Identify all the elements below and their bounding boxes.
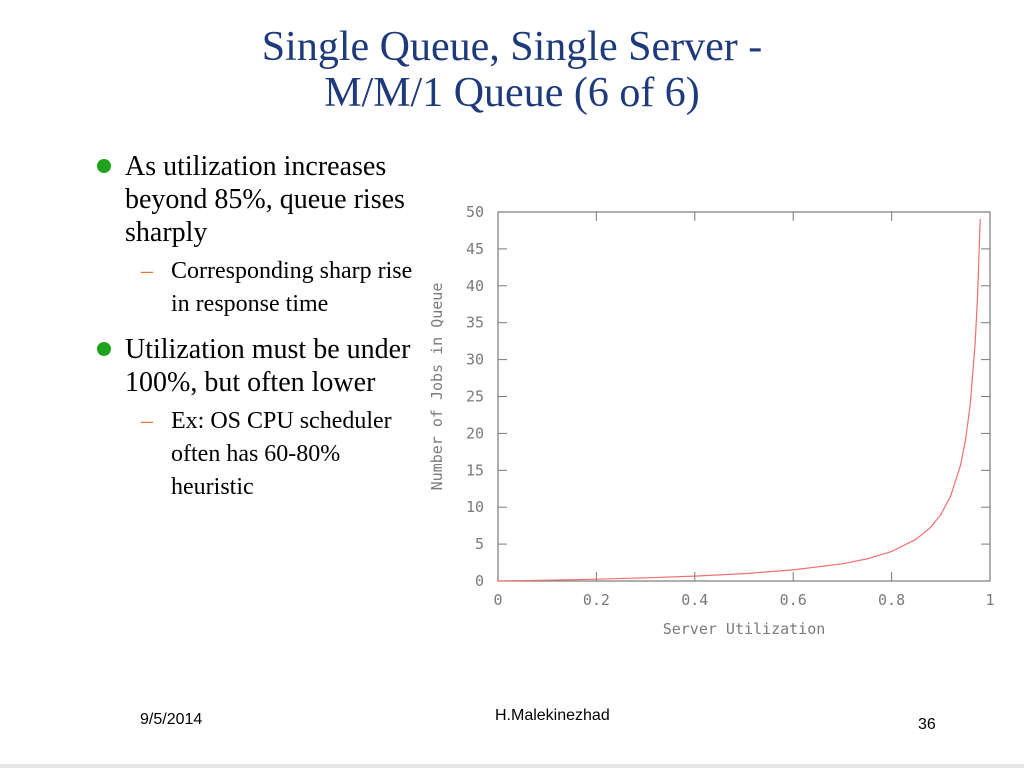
sub-bullet-dash-icon: – [141, 408, 153, 434]
data-point [974, 341, 976, 343]
data-point [969, 403, 971, 405]
data-point [694, 575, 696, 577]
bullet-item: Utilization must be under 100%, but ofte… [92, 333, 422, 399]
bullet-text: As utilization increases beyond 85%, que… [125, 151, 405, 248]
title-line-1: Single Queue, Single Server - [261, 24, 763, 70]
sub-bullet-text: Ex: OS CPU scheduler often has 60-80% he… [171, 408, 392, 500]
sub-bullet-item: – Corresponding sharp rise in response t… [92, 255, 422, 321]
y-axis-label: Number of Jobs in Queue [428, 283, 446, 491]
y-tick-label: 40 [466, 277, 484, 295]
data-point [940, 514, 942, 516]
data-point [546, 579, 548, 581]
data-point [959, 464, 962, 466]
data-point [977, 292, 979, 294]
sub-bullet-text: Corresponding sharp rise in response tim… [171, 258, 413, 317]
data-point [866, 558, 868, 560]
utilization-chart: 0 5 10 15 20 25 30 35 40 45 50 0 0.2 0.4 0.6 0.8 1 Server… [428, 203, 995, 638]
y-tick-label: 50 [466, 203, 484, 221]
footer-author: H.Malekinezhad [495, 707, 610, 724]
x-tick-label: 0 [493, 591, 502, 609]
data-point [915, 538, 917, 540]
data-point [595, 578, 597, 580]
y-tick-label: 30 [466, 351, 484, 369]
slide-number: 36 [918, 716, 936, 733]
y-tick-label: 35 [466, 314, 484, 332]
data-point [950, 495, 952, 497]
data-point [930, 526, 932, 528]
y-tick-label: 20 [466, 424, 484, 442]
data-point [979, 218, 981, 220]
data-point [964, 440, 967, 442]
footer-date: 9/5/2014 [140, 711, 203, 728]
bottom-divider [0, 764, 1024, 768]
bullet-dot-icon [97, 342, 111, 356]
y-tick-label: 45 [466, 240, 484, 258]
bullet-list: As utilization increases beyond 85%, que… [92, 150, 422, 516]
x-tick-label: 0.2 [583, 591, 610, 609]
y-tick-label: 5 [475, 535, 484, 553]
series-line-0 [497, 219, 981, 582]
y-tick-label: 10 [466, 498, 484, 516]
sub-bullet-item: – Ex: OS CPU scheduler often has 60-80% … [92, 405, 422, 504]
bullet-item: As utilization increases beyond 85%, que… [92, 150, 422, 249]
x-tick-label: 0.6 [780, 591, 807, 609]
data-point [841, 563, 843, 565]
x-tick-label: 1 [985, 591, 994, 609]
plot-frame [497, 211, 991, 582]
data-point [743, 573, 745, 575]
sub-bullet-dash-icon: – [141, 258, 153, 284]
data-point [891, 550, 893, 553]
bullet-dot-icon [97, 159, 111, 173]
data-point [792, 569, 794, 571]
x-tick-label: 0.4 [681, 591, 708, 609]
x-axis-label: Server Utilization [663, 620, 826, 638]
y-tick-label: 0 [475, 572, 484, 590]
y-tick-label: 15 [466, 461, 484, 479]
y-tick-label: 25 [466, 388, 484, 406]
title-line-2: M/M/1 Queue (6 of 6) [324, 70, 700, 116]
data-point [645, 577, 647, 579]
data-point [497, 580, 499, 582]
bullet-text: Utilization must be under 100%, but ofte… [125, 334, 411, 398]
x-tick-label: 0.8 [878, 591, 905, 609]
slide-title: Single Queue, Single Server - M/M/1 Queu… [60, 24, 964, 116]
